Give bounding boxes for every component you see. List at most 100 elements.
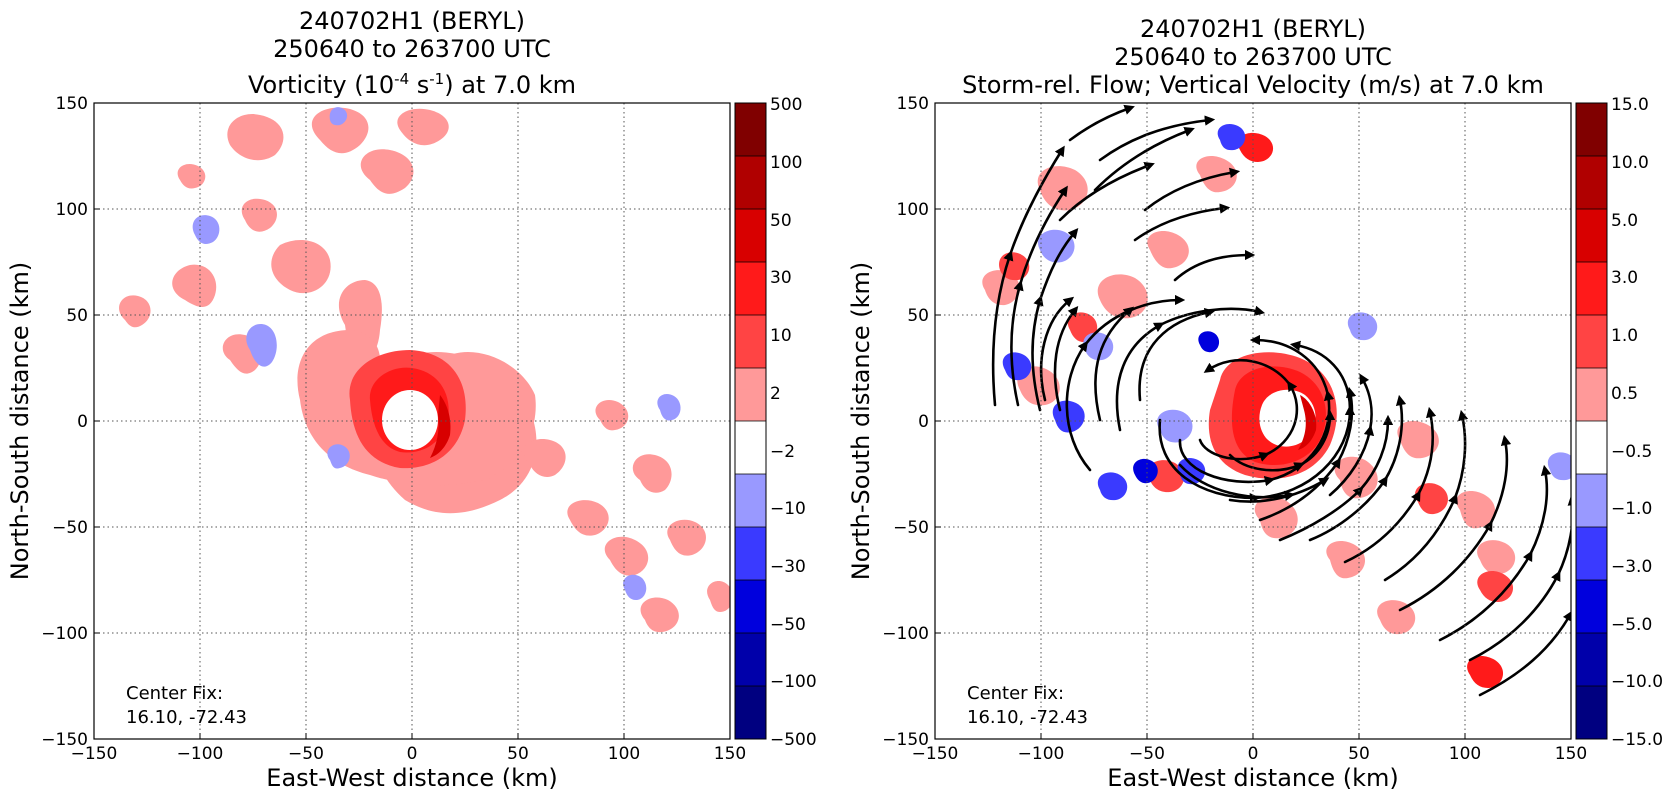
streamline bbox=[1039, 296, 1075, 402]
right-ticks bbox=[934, 102, 1572, 740]
streamline bbox=[1065, 294, 1186, 472]
right-x-tick-labels: −150 −100 −50 0 50 100 150 bbox=[912, 744, 1588, 764]
right-colorbar-swatch bbox=[1576, 103, 1607, 157]
right-y-tick-label: −50 bbox=[893, 518, 929, 538]
right-colorbar-swatch bbox=[1576, 527, 1607, 581]
left-y-tick-label: −100 bbox=[41, 624, 88, 644]
right-y-tick-label: −150 bbox=[882, 730, 929, 750]
right-x-tick-label: 50 bbox=[1348, 744, 1370, 764]
streamline bbox=[1478, 610, 1571, 697]
left-x-tick-label: 100 bbox=[608, 744, 640, 764]
left-colorbar-label: −30 bbox=[770, 557, 806, 577]
right-colorbar-swatch bbox=[1576, 209, 1607, 263]
streamline bbox=[1068, 104, 1135, 142]
left-y-tick-label: 0 bbox=[77, 412, 88, 432]
right-colorbar-label: −5.0 bbox=[1611, 615, 1652, 635]
left-title-exp2: -1 bbox=[429, 70, 444, 88]
right-colorbar-swatch bbox=[1576, 686, 1607, 740]
right-colorbar-swatch bbox=[1576, 262, 1607, 316]
streamline bbox=[1228, 477, 1330, 503]
left-colorbar-label: −500 bbox=[770, 730, 817, 750]
left-y-tick-label: −150 bbox=[41, 730, 88, 750]
left-x-tick-label: −100 bbox=[177, 744, 224, 764]
left-colorbar-label: 500 bbox=[770, 95, 802, 115]
right-x-tick-label: 0 bbox=[1248, 744, 1259, 764]
streamline bbox=[1143, 167, 1241, 212]
left-title-line-1: 240702H1 (BERYL) bbox=[299, 7, 525, 35]
right-colorbar-label: 5.0 bbox=[1611, 211, 1638, 231]
streamline bbox=[1343, 406, 1437, 564]
left-panel: 240702H1 (BERYL) 250640 to 263700 UTC Vo… bbox=[6, 7, 817, 792]
left-colorbar-swatch bbox=[735, 686, 766, 740]
right-colorbar-label: 10.0 bbox=[1611, 153, 1649, 173]
left-colorbar-swatch bbox=[735, 633, 766, 687]
right-title-line-2: 250640 to 263700 UTC bbox=[1114, 43, 1392, 71]
right-y-tick-label: 0 bbox=[918, 412, 929, 432]
left-colorbar-label: 10 bbox=[770, 326, 792, 346]
streamline bbox=[1093, 126, 1195, 192]
right-x-tick-label: 150 bbox=[1555, 744, 1587, 764]
right-colorbar-swatch bbox=[1576, 474, 1607, 528]
right-y-tick-labels: 150 100 50 0 −50 −100 −150 bbox=[882, 94, 929, 750]
left-x-tick-label: 150 bbox=[714, 744, 746, 764]
right-title-line-1: 240702H1 (BERYL) bbox=[1140, 15, 1366, 43]
left-center-fix-value: 16.10, -72.43 bbox=[126, 707, 247, 728]
left-colorbar-label: −50 bbox=[770, 615, 806, 635]
streamline bbox=[1398, 434, 1512, 612]
streamline bbox=[1173, 249, 1256, 282]
right-colorbar-label: 15.0 bbox=[1611, 95, 1649, 115]
right-colorbar-label: 1.0 bbox=[1611, 326, 1638, 346]
right-colorbar-frame bbox=[1575, 102, 1608, 740]
left-x-tick-label: −50 bbox=[288, 744, 324, 764]
left-y-tick-label: −50 bbox=[52, 518, 88, 538]
streamline bbox=[1058, 161, 1155, 222]
right-colorbar-label: 0.5 bbox=[1611, 384, 1638, 404]
streamline bbox=[1328, 373, 1375, 497]
left-title-exp1: -4 bbox=[394, 70, 409, 88]
left-colorbar-label: −2 bbox=[770, 442, 795, 462]
right-colorbar-swatches bbox=[1576, 103, 1607, 740]
right-y-tick-label: 50 bbox=[907, 306, 929, 326]
left-colorbar-swatch bbox=[735, 580, 766, 634]
right-colorbar-swatch bbox=[1576, 315, 1607, 369]
left-colorbar: 500 100 50 30 10 2 −2 −10 −30 −50 −100 −… bbox=[734, 95, 817, 750]
left-colorbar-swatch bbox=[735, 368, 766, 422]
right-x-tick-label: −50 bbox=[1129, 744, 1165, 764]
streamline bbox=[1178, 463, 1296, 502]
right-colorbar-label: −10.0 bbox=[1611, 672, 1663, 692]
left-colorbar-label: 100 bbox=[770, 153, 802, 173]
left-x-tick-label: −150 bbox=[71, 744, 118, 764]
left-colorbar-swatch bbox=[735, 421, 766, 475]
right-y-tick-label: 100 bbox=[897, 200, 929, 220]
right-colorbar-swatch bbox=[1576, 156, 1607, 210]
right-colorbar-label: −0.5 bbox=[1611, 442, 1652, 462]
right-colorbar-label: 3.0 bbox=[1611, 268, 1638, 288]
left-colorbar-swatch bbox=[735, 474, 766, 528]
streamline bbox=[1138, 307, 1216, 402]
streamline bbox=[1438, 464, 1552, 642]
right-colorbar-swatch bbox=[1576, 580, 1607, 634]
right-colorbar-swatch bbox=[1576, 421, 1607, 475]
left-y-tick-labels: 150 100 50 0 −50 −100 −150 bbox=[41, 94, 88, 750]
right-center-fix-label: Center Fix: bbox=[967, 683, 1064, 704]
right-panel: 240702H1 (BERYL) 250640 to 263700 UTC St… bbox=[847, 15, 1663, 792]
right-colorbar-label: −3.0 bbox=[1611, 557, 1652, 577]
left-title-suffix: ) at 7.0 km bbox=[444, 71, 576, 99]
left-ticks bbox=[93, 102, 731, 740]
left-y-tick-label: 50 bbox=[66, 306, 88, 326]
left-y-tick-label: 150 bbox=[56, 94, 88, 114]
left-colorbar-swatch bbox=[735, 315, 766, 369]
left-title-line-3: Vorticity (10-4 s-1) at 7.0 km bbox=[248, 70, 576, 99]
left-x-tick-labels: −150 −100 −50 0 50 100 150 bbox=[71, 744, 747, 764]
left-title-prefix: Vorticity (10 bbox=[248, 71, 394, 99]
streamline bbox=[1228, 409, 1336, 472]
right-y-tick-label: 150 bbox=[897, 94, 929, 114]
right-title-line-3: Storm-rel. Flow; Vertical Velocity (m/s)… bbox=[962, 71, 1544, 99]
left-colorbar-swatch bbox=[735, 262, 766, 316]
left-colorbar-swatch bbox=[735, 103, 766, 157]
left-colorbar-swatch bbox=[735, 209, 766, 263]
right-colorbar-labels: 15.0 10.0 5.0 3.0 1.0 0.5 −0.5 −1.0 −3.0… bbox=[1611, 95, 1663, 750]
right-colorbar-label: −1.0 bbox=[1611, 499, 1652, 519]
left-title-mid: s bbox=[409, 71, 429, 99]
